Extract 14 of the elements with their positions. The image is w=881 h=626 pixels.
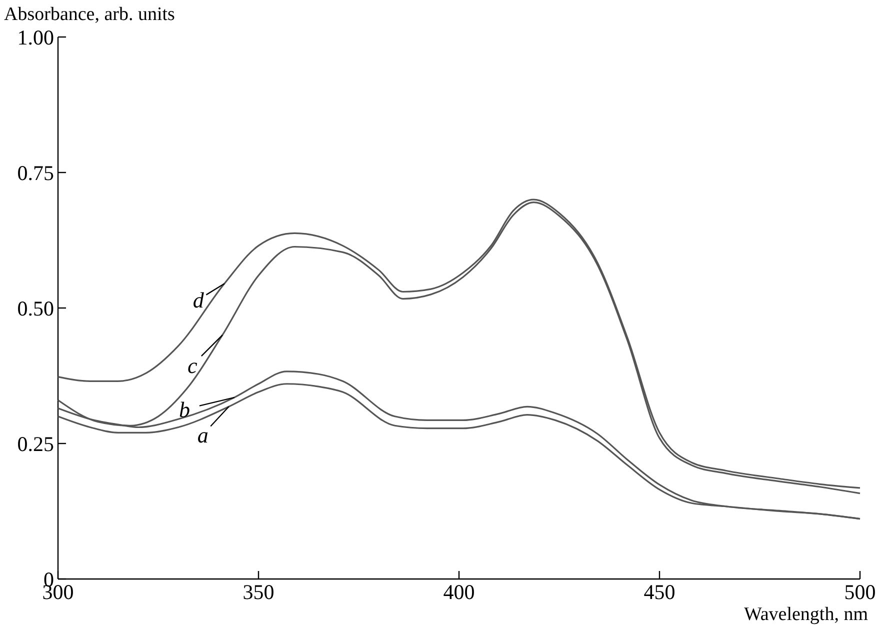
y-tick-label: 0.50: [17, 296, 54, 320]
annotation: b: [178, 397, 190, 422]
y-tick-label: 1.00: [17, 25, 54, 50]
x-tick-label: 450: [644, 580, 676, 604]
annotation: a: [197, 422, 208, 448]
x-tick-label: 500: [844, 580, 876, 604]
annotation: c: [188, 352, 198, 378]
x-tick-label: 350: [242, 580, 274, 604]
y-axis-title: Absorbance, arb. units: [4, 4, 175, 25]
x-axis-title: Wavelength, nm: [744, 604, 868, 625]
annotation: d: [192, 287, 205, 312]
x-tick-label: 400: [443, 580, 475, 604]
y-tick-label: 0.25: [17, 432, 54, 456]
y-tick-label: 0.75: [17, 160, 54, 185]
